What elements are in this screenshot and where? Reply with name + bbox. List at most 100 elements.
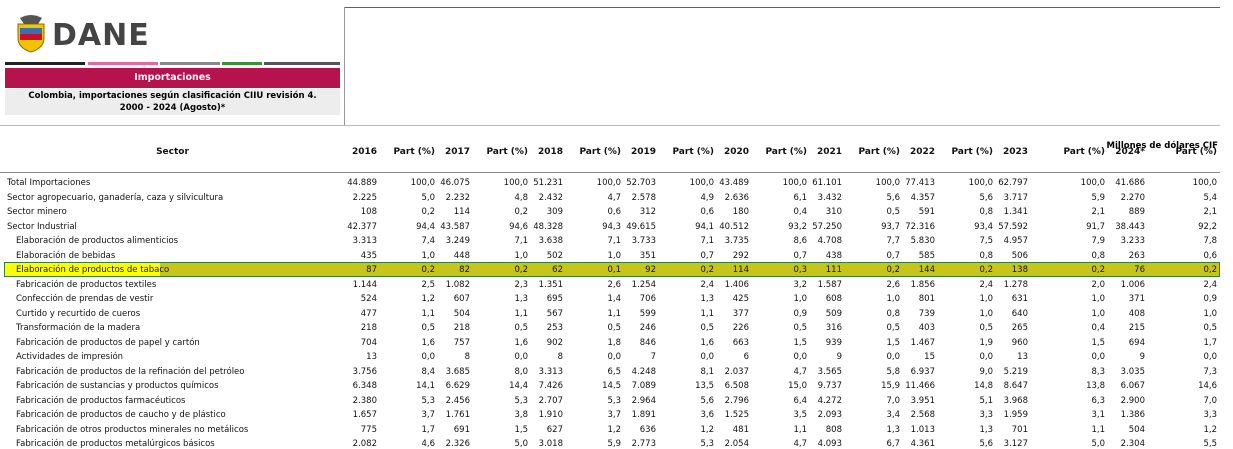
value-cell: 3.249 bbox=[445, 236, 470, 246]
value-cell: 7,0 bbox=[886, 395, 900, 406]
value-cell: 14,4 bbox=[509, 381, 528, 391]
value-cell: 0,5 bbox=[514, 323, 528, 333]
value-cell: 1.406 bbox=[724, 279, 749, 290]
value-cell: 2.432 bbox=[538, 192, 563, 203]
value-cell: 3.638 bbox=[538, 236, 563, 246]
value-cell: 6.508 bbox=[724, 381, 749, 391]
value-cell: 43.489 bbox=[719, 178, 749, 188]
value-cell: 3.733 bbox=[631, 236, 656, 246]
value-cell: 1.856 bbox=[910, 279, 935, 290]
value-cell: 3.951 bbox=[910, 395, 935, 406]
value-cell: 1,5 bbox=[793, 337, 807, 348]
sector-name: Fabricación de productos metalúrgicos bá… bbox=[16, 439, 215, 449]
value-cell: 0,2 bbox=[886, 265, 900, 275]
value-cell: 9.737 bbox=[817, 381, 842, 391]
value-cell: 2.225 bbox=[352, 192, 377, 203]
value-cell: 6,1 bbox=[793, 192, 807, 203]
value-cell: 567 bbox=[546, 308, 563, 319]
divider bbox=[344, 7, 345, 125]
value-cell: 7,8 bbox=[1203, 236, 1217, 246]
value-cell: 2,6 bbox=[607, 279, 621, 290]
value-cell: 5,6 bbox=[886, 192, 900, 203]
value-cell: 8,6 bbox=[793, 236, 807, 246]
value-cell: 5,3 bbox=[700, 439, 714, 449]
value-cell: 14,8 bbox=[974, 381, 993, 391]
value-cell: 6.629 bbox=[445, 381, 470, 391]
value-cell: 801 bbox=[918, 294, 935, 304]
subtitle: 2000 - 2024 (Agosto)* bbox=[119, 103, 226, 113]
unit-label: Millones de dólares CIF bbox=[1106, 141, 1218, 151]
value-cell: 481 bbox=[732, 424, 749, 435]
value-cell: 100,0 bbox=[596, 178, 621, 188]
value-cell: 5,1 bbox=[979, 395, 993, 406]
value-cell: 0,0 bbox=[793, 352, 807, 362]
value-cell: 585 bbox=[918, 250, 935, 261]
value-cell: 13,8 bbox=[1086, 381, 1105, 391]
value-cell: 7,7 bbox=[886, 236, 900, 246]
sector-name: Sector minero bbox=[7, 207, 67, 217]
value-cell: 3,7 bbox=[607, 410, 621, 420]
value-cell: 6.348 bbox=[352, 381, 377, 391]
value-cell: 93,7 bbox=[881, 221, 900, 232]
value-cell: 3.313 bbox=[538, 366, 563, 377]
value-cell: 100,0 bbox=[782, 178, 807, 188]
value-cell: 6,4 bbox=[793, 395, 807, 406]
value-cell: 1.959 bbox=[1003, 410, 1028, 420]
value-cell: 3,7 bbox=[421, 410, 435, 420]
value-cell: 939 bbox=[825, 337, 842, 348]
value-cell: 14,5 bbox=[602, 381, 621, 391]
value-cell: 5,6 bbox=[700, 395, 714, 406]
value-cell: 0,2 bbox=[514, 207, 528, 217]
value-cell: 94,3 bbox=[602, 221, 621, 232]
value-cell: 87 bbox=[366, 265, 377, 275]
value-cell: 4,8 bbox=[514, 192, 528, 203]
value-cell: 0,5 bbox=[793, 323, 807, 333]
value-cell: 3.968 bbox=[1003, 395, 1028, 406]
value-cell: 49.615 bbox=[626, 221, 656, 232]
value-cell: 0,8 bbox=[886, 308, 900, 319]
value-cell: 76 bbox=[1134, 265, 1145, 275]
column-header: Part (%) bbox=[1175, 147, 1217, 157]
value-cell: 51.231 bbox=[533, 178, 563, 188]
value-cell: 43.587 bbox=[440, 221, 470, 232]
value-cell: 4,7 bbox=[793, 366, 807, 377]
value-cell: 663 bbox=[732, 337, 749, 348]
value-cell: 3,2 bbox=[793, 279, 807, 290]
sector-name: Fabricación de sustancias y productos qu… bbox=[16, 381, 219, 391]
value-cell: 94,6 bbox=[509, 221, 528, 232]
value-cell: 1,0 bbox=[421, 250, 435, 261]
column-header: Part (%) bbox=[1063, 147, 1105, 157]
value-cell: 1.351 bbox=[538, 279, 563, 290]
value-cell: 408 bbox=[1128, 308, 1145, 319]
top-border bbox=[345, 7, 1220, 8]
value-cell: 265 bbox=[1011, 323, 1028, 333]
value-cell: 3,3 bbox=[979, 410, 993, 420]
value-cell: 3.127 bbox=[1003, 439, 1028, 449]
value-cell: 1,3 bbox=[700, 294, 714, 304]
value-cell: 4,6 bbox=[421, 439, 435, 449]
sector-name: Transformación de la madera bbox=[16, 323, 141, 333]
value-cell: 3.313 bbox=[352, 236, 377, 246]
value-cell: 1,2 bbox=[700, 424, 714, 435]
value-cell: 100,0 bbox=[968, 178, 993, 188]
value-cell: 3.018 bbox=[538, 439, 563, 449]
value-cell: 6 bbox=[743, 352, 749, 362]
value-cell: 377 bbox=[732, 308, 749, 319]
value-cell: 1,6 bbox=[700, 337, 714, 348]
value-cell: 3.035 bbox=[1120, 366, 1145, 377]
value-cell: 1.082 bbox=[445, 279, 470, 290]
column-header: Part (%) bbox=[579, 147, 621, 157]
value-cell: 8,3 bbox=[1091, 366, 1105, 377]
value-cell: 435 bbox=[360, 250, 377, 261]
value-cell: 5,0 bbox=[1091, 439, 1105, 449]
value-cell: 4.093 bbox=[817, 439, 842, 449]
value-cell: 1.587 bbox=[817, 279, 842, 290]
value-cell: 1,6 bbox=[514, 337, 528, 348]
value-cell: 706 bbox=[639, 294, 656, 304]
value-cell: 2.093 bbox=[817, 410, 842, 420]
value-cell: 1.006 bbox=[1120, 279, 1145, 290]
column-header: 2016 bbox=[351, 147, 377, 157]
value-cell: 3.717 bbox=[1003, 192, 1028, 203]
value-cell: 38.443 bbox=[1115, 221, 1145, 232]
value-cell: 0,5 bbox=[1203, 323, 1217, 333]
